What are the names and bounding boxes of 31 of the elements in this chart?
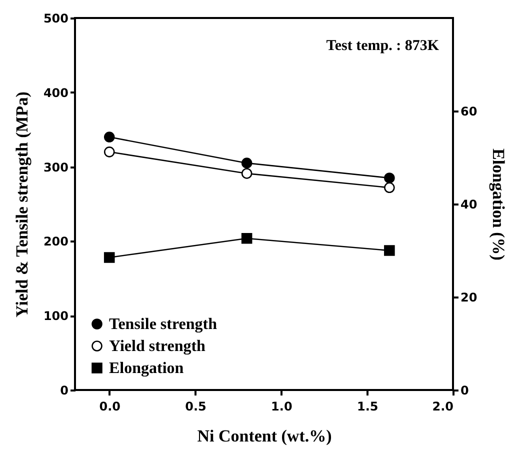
x-tick-label: 1.0 [271,400,292,414]
y-tick-label: 300 [43,160,68,174]
x-tick-label: 2.0 [432,400,454,414]
point [104,146,115,158]
annotation: Test temp. : 873K [326,38,440,54]
y2-axis-title: Elongation (%) [489,148,508,260]
y-tick-label: 0 [60,384,68,398]
y2-tick-label: 20 [460,290,478,304]
point [384,172,395,184]
legend-label: Tensile strength [109,316,218,333]
y-tick-label: 500 [43,12,68,26]
point [384,245,395,256]
legend-label: Elongation [109,360,184,377]
y2-tick-label: 40 [460,198,478,212]
point [241,158,252,168]
y-tick-label: 100 [43,309,68,324]
point [104,132,115,142]
point [241,168,252,179]
x-tick-label: 1.5 [356,400,378,414]
y-axis-title: Yield & Tensile strength (MPa) [12,92,32,318]
y-tick-label: 400 [43,86,68,100]
point [241,233,252,244]
x-tick-label: 0.0 [99,400,120,414]
y-tick-label: 200 [43,234,68,249]
x-tick-label: 0.5 [185,400,206,414]
point [384,182,395,194]
y2-tick-label: 60 [460,104,478,118]
point [104,252,115,263]
x-axis-title: Ni Content (wt.%) [197,426,332,446]
legend-label: Yield strength [109,338,206,355]
y2-tick-label: 0 [460,384,469,398]
